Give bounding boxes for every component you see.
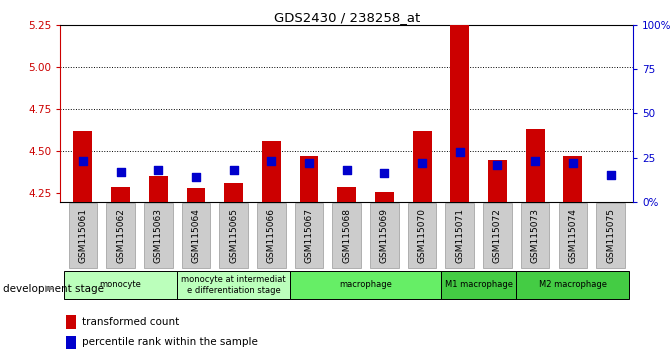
Text: M1 macrophage: M1 macrophage — [445, 280, 513, 290]
FancyBboxPatch shape — [68, 203, 97, 268]
FancyBboxPatch shape — [517, 271, 629, 299]
Text: percentile rank within the sample: percentile rank within the sample — [82, 337, 258, 348]
Text: ►: ► — [46, 282, 55, 295]
Bar — [563, 156, 582, 202]
Point — [78, 158, 88, 164]
FancyBboxPatch shape — [596, 203, 625, 268]
FancyBboxPatch shape — [64, 271, 177, 299]
Text: GSM115063: GSM115063 — [154, 208, 163, 263]
Bar — [66, 336, 76, 349]
Text: GSM115074: GSM115074 — [568, 208, 578, 263]
Point — [454, 149, 465, 155]
Text: macrophage: macrophage — [339, 280, 392, 290]
Bar — [488, 160, 507, 202]
Text: monocyte: monocyte — [100, 280, 141, 290]
FancyBboxPatch shape — [290, 271, 441, 299]
FancyBboxPatch shape — [144, 203, 173, 268]
Text: GSM115061: GSM115061 — [78, 208, 87, 263]
Point — [304, 160, 314, 166]
Text: GSM115070: GSM115070 — [417, 208, 427, 263]
Bar — [224, 183, 243, 202]
FancyBboxPatch shape — [332, 203, 361, 268]
Bar — [526, 129, 545, 202]
Text: GSM115062: GSM115062 — [116, 208, 125, 263]
Point — [153, 167, 163, 173]
Bar — [149, 177, 168, 202]
Point — [605, 172, 616, 178]
FancyBboxPatch shape — [446, 203, 474, 268]
FancyBboxPatch shape — [408, 203, 436, 268]
Text: GSM115069: GSM115069 — [380, 208, 389, 263]
Bar — [299, 156, 318, 202]
FancyBboxPatch shape — [521, 203, 549, 268]
Bar — [375, 192, 394, 202]
Text: GSM115068: GSM115068 — [342, 208, 351, 263]
FancyBboxPatch shape — [483, 203, 512, 268]
Point — [492, 162, 502, 167]
Text: GSM115066: GSM115066 — [267, 208, 276, 263]
FancyBboxPatch shape — [219, 203, 248, 268]
FancyBboxPatch shape — [182, 203, 210, 268]
Text: GSM115072: GSM115072 — [493, 208, 502, 263]
FancyBboxPatch shape — [107, 203, 135, 268]
FancyBboxPatch shape — [177, 271, 290, 299]
FancyBboxPatch shape — [295, 203, 324, 268]
Bar — [413, 131, 431, 202]
Point — [266, 158, 277, 164]
Point — [191, 174, 202, 180]
Bar — [186, 188, 206, 202]
Text: GSM115073: GSM115073 — [531, 208, 539, 263]
Point — [417, 160, 427, 166]
Bar — [262, 141, 281, 202]
Text: monocyte at intermediat
e differentiation stage: monocyte at intermediat e differentiatio… — [182, 275, 286, 295]
FancyBboxPatch shape — [441, 271, 517, 299]
FancyBboxPatch shape — [257, 203, 285, 268]
FancyBboxPatch shape — [559, 203, 587, 268]
Point — [115, 169, 126, 175]
Bar — [450, 3, 469, 202]
Bar — [111, 187, 130, 202]
Text: GSM115071: GSM115071 — [456, 208, 464, 263]
Text: development stage: development stage — [3, 284, 105, 293]
Text: GSM115075: GSM115075 — [606, 208, 615, 263]
Bar — [337, 187, 356, 202]
Text: transformed count: transformed count — [82, 317, 180, 327]
Point — [567, 160, 578, 166]
Title: GDS2430 / 238258_at: GDS2430 / 238258_at — [273, 11, 420, 24]
Point — [379, 171, 390, 176]
Bar — [74, 131, 92, 202]
Bar — [66, 315, 76, 329]
Point — [530, 158, 541, 164]
Point — [228, 167, 239, 173]
FancyBboxPatch shape — [370, 203, 399, 268]
Point — [342, 167, 352, 173]
Text: GSM115065: GSM115065 — [229, 208, 238, 263]
Text: GSM115067: GSM115067 — [305, 208, 314, 263]
Text: GSM115064: GSM115064 — [192, 208, 200, 263]
Text: M2 macrophage: M2 macrophage — [539, 280, 607, 290]
